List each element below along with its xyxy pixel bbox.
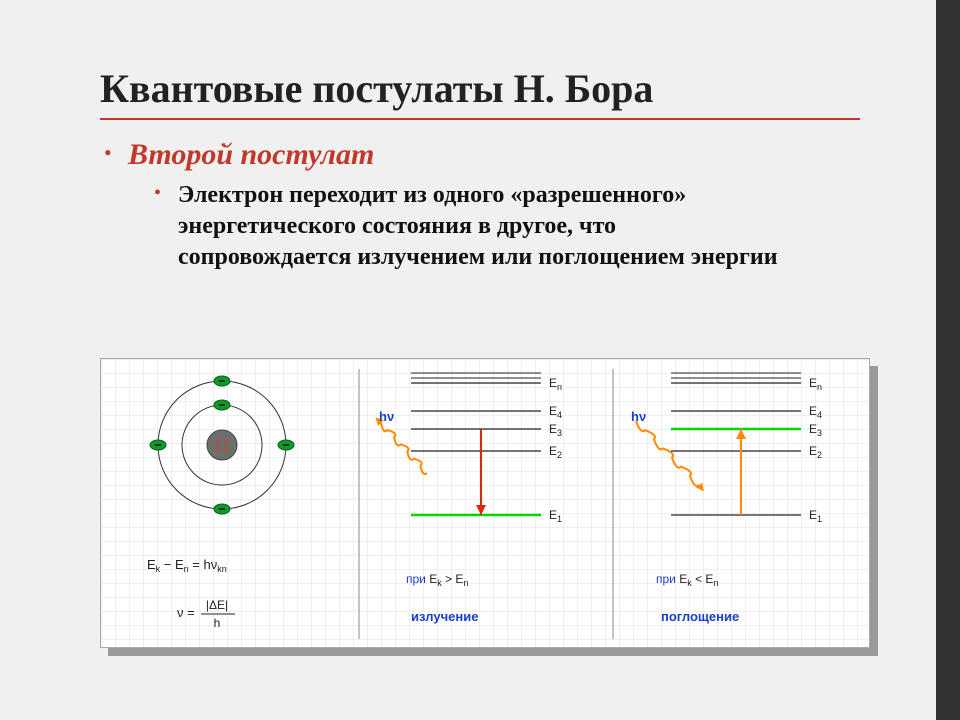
svg-text:En: En (549, 376, 562, 392)
svg-text:+: + (223, 444, 228, 454)
svg-text:E2: E2 (809, 444, 822, 460)
emission-caption: излучение (411, 609, 478, 624)
svg-text:h: h (214, 616, 221, 630)
svg-text:при Ek < En: при Ek < En (656, 572, 718, 588)
svg-text:E1: E1 (809, 508, 822, 524)
absorption-caption: поглощение (661, 609, 739, 624)
svg-text:E3: E3 (549, 422, 562, 438)
svg-text:En: En (809, 376, 822, 392)
hv-label: hν (631, 409, 646, 424)
diagram: ++++ Ek − En = hνkn ν =|ΔE|h EnE4E3E2E1 … (100, 358, 870, 648)
absorption-panel: En E4 E3 E2 E1 hν при Ek < En поглощение (611, 365, 869, 643)
subtitle-item: Второй постулат Электрон переходит из од… (100, 138, 860, 274)
emission-panel: En E4 E3 E2 E1 hν при Ek > En излучение (351, 365, 611, 643)
svg-text:Ek − En = hνkn: Ek − En = hνkn (147, 557, 227, 574)
nested-list: Электрон переходит из одного «разрешенно… (154, 180, 860, 274)
svg-text:E4: E4 (809, 404, 822, 420)
diagram-container: ++++ Ek − En = hνkn ν =|ΔE|h EnE4E3E2E1 … (100, 358, 870, 648)
svg-text:E2: E2 (549, 444, 562, 460)
atom-panel: ++++ Ek − En = hνkn ν =|ΔE|h (107, 365, 337, 643)
svg-text:+: + (215, 444, 220, 454)
hv-label: hν (379, 409, 394, 424)
svg-text:E3: E3 (809, 422, 822, 438)
accent-bar (936, 0, 960, 720)
bullet-list: Второй постулат Электрон переходит из од… (100, 138, 860, 274)
svg-text:E1: E1 (549, 508, 562, 524)
svg-text:|ΔE|: |ΔE| (206, 598, 228, 612)
body-text: Электрон переходит из одного «разрешенно… (178, 180, 778, 274)
svg-text:ν =: ν = (177, 605, 195, 620)
svg-text:при Ek > En: при Ek > En (406, 572, 468, 588)
page-title: Квантовые постулаты Н. Бора (100, 65, 860, 120)
body-item: Электрон переходит из одного «разрешенно… (154, 180, 860, 274)
slide-content: Квантовые постулаты Н. Бора Второй посту… (0, 0, 960, 274)
subtitle: Второй постулат (128, 138, 374, 171)
svg-text:E4: E4 (549, 404, 562, 420)
